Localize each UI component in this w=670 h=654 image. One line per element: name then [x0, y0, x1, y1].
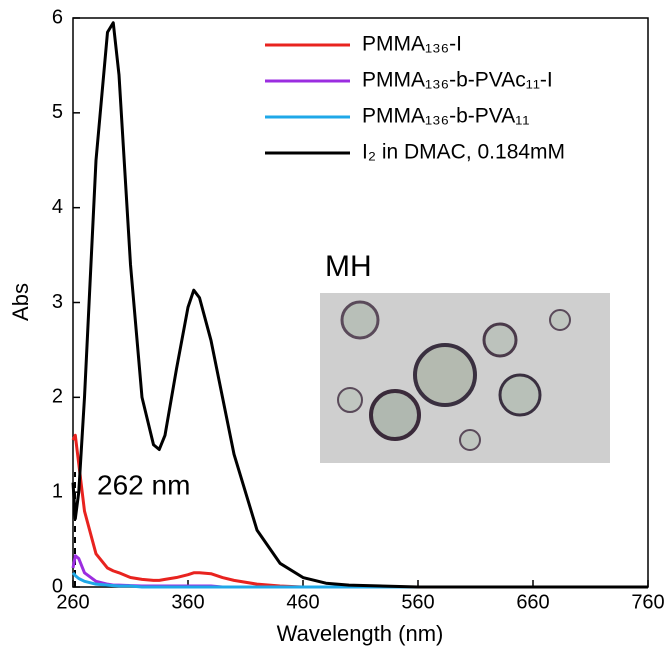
- y-axis-title: Abs: [8, 283, 33, 321]
- x-tick-label: 660: [516, 591, 549, 613]
- inset-photo: [320, 293, 610, 463]
- legend-label: PMMA₁₃₆-b-PVA₁₁: [362, 105, 529, 128]
- x-tick-label: 360: [171, 591, 204, 613]
- legend-label: PMMA₁₃₆-b-PVAc₁₁-I: [362, 69, 553, 92]
- annotation: 262 nm: [97, 469, 190, 500]
- y-tick-label: 3: [52, 291, 63, 313]
- y-tick-label: 2: [52, 386, 63, 408]
- y-tick-label: 0: [52, 575, 63, 597]
- x-tick-label: 760: [631, 591, 664, 613]
- x-tick-label: 460: [286, 591, 319, 613]
- y-tick-label: 5: [52, 101, 63, 123]
- series-line: [71, 571, 648, 589]
- series-line: [71, 21, 648, 589]
- x-axis-title: Wavelength (nm): [277, 621, 444, 646]
- legend-label: PMMA₁₃₆-I: [362, 33, 462, 56]
- x-tick-label: 260: [56, 591, 89, 613]
- y-tick-label: 6: [52, 6, 63, 28]
- legend-label: I₂ in DMAC, 0.184mM: [362, 141, 565, 164]
- annotation: MH: [325, 250, 372, 283]
- series-line: [71, 554, 648, 589]
- x-tick-label: 560: [401, 591, 434, 613]
- y-tick-label: 4: [52, 196, 63, 218]
- y-tick-label: 1: [52, 480, 63, 502]
